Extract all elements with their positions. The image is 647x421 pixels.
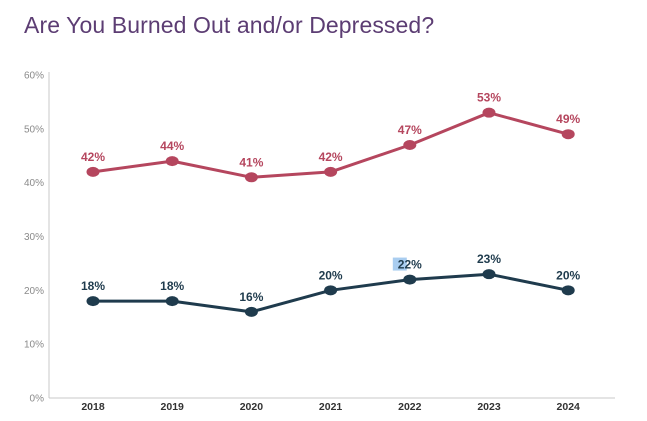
data-label: 18%	[160, 279, 184, 293]
data-label: 42%	[319, 150, 343, 164]
y-tick-label: 30%	[24, 232, 44, 243]
y-tick-label: 60%	[24, 71, 44, 82]
data-labels: 42% 44% 41% 42% 47% 53% 49% 18% 18% 16% 20% 22% 23% 2…	[81, 91, 581, 304]
data-point	[244, 306, 258, 317]
label-highlight	[392, 257, 407, 271]
data-point	[165, 156, 179, 167]
data-label: 18%	[81, 279, 105, 293]
data-point	[324, 166, 338, 177]
data-point	[165, 296, 179, 307]
data-point	[403, 274, 417, 285]
data-point	[561, 129, 575, 140]
x-tick-label: 2022	[398, 401, 422, 413]
data-label: 49%	[556, 112, 580, 126]
series-layer	[86, 107, 575, 317]
data-point	[244, 172, 258, 183]
y-tick-label: 50%	[24, 124, 44, 135]
data-point	[86, 166, 100, 177]
data-label: 22%	[398, 258, 422, 272]
data-point	[482, 269, 496, 280]
x-tick-label: 2018	[81, 401, 105, 413]
data-label: 42%	[81, 150, 105, 164]
x-tick-label: 2020	[240, 401, 264, 413]
x-tick-label: 2019	[161, 401, 185, 413]
x-axis: 2018 2019 2020 2021 2022 2023 2024	[49, 397, 615, 413]
data-label: 41%	[239, 155, 263, 169]
data-point	[482, 107, 496, 118]
data-label: 23%	[477, 252, 501, 266]
y-tick-label: 0%	[30, 394, 45, 405]
y-tick-label: 20%	[24, 286, 44, 297]
data-point	[324, 285, 338, 296]
data-label: 20%	[556, 268, 580, 282]
y-axis: 0% 10% 20% 30% 40% 50% 60%	[24, 71, 50, 405]
data-label: 47%	[398, 123, 422, 137]
x-tick-label: 2024	[557, 401, 581, 413]
chart-title: Are You Burned Out and/or Depressed?	[24, 12, 435, 38]
data-point	[86, 296, 100, 307]
data-label: 53%	[477, 91, 501, 105]
x-tick-label: 2023	[477, 401, 501, 413]
y-tick-label: 10%	[24, 340, 44, 351]
data-label: 20%	[319, 268, 343, 282]
data-label: 44%	[160, 139, 184, 153]
x-tick-label: 2021	[319, 401, 343, 413]
data-point	[403, 139, 417, 150]
data-label: 16%	[239, 290, 263, 304]
data-point	[561, 285, 575, 296]
y-tick-label: 40%	[24, 178, 44, 189]
